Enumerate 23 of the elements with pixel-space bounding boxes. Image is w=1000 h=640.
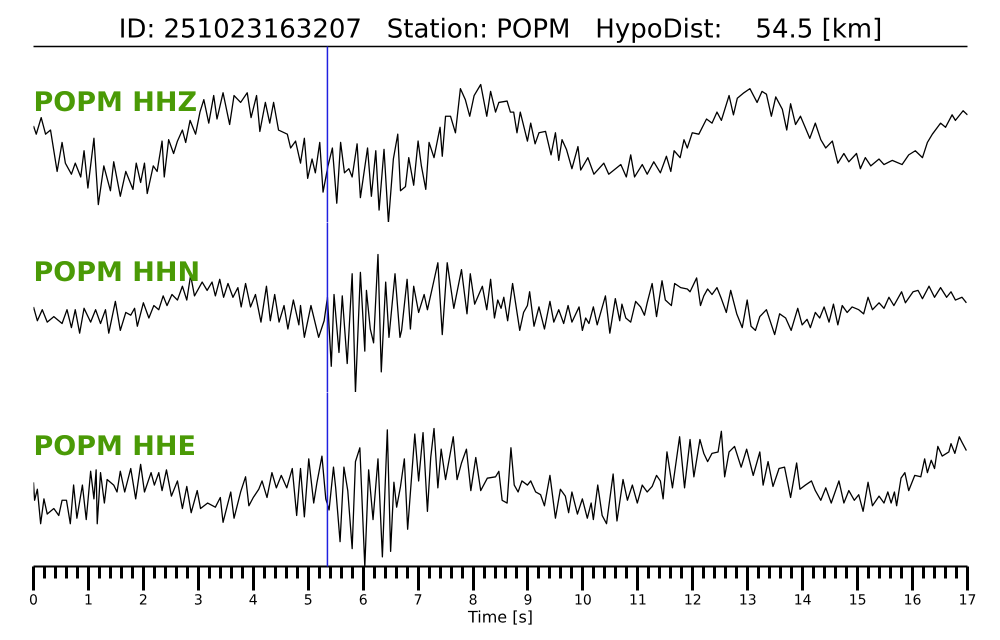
x-tick-label: 7	[414, 592, 423, 608]
series-label: POPM HHE	[34, 430, 196, 462]
x-tick-label: 5	[304, 592, 313, 608]
x-tick-label: 12	[684, 592, 702, 608]
x-tick-label: 0	[29, 592, 38, 608]
x-tick-label: 9	[524, 592, 532, 608]
x-tick-label: 13	[738, 592, 757, 608]
series-label: POPM HHZ	[34, 86, 198, 118]
x-tick-label: 15	[848, 592, 867, 608]
x-tick-label: 16	[904, 592, 922, 608]
x-tick-label: 6	[358, 592, 368, 608]
x-tick-label: 2	[138, 592, 148, 608]
x-tick-label: 17	[958, 592, 976, 608]
x-tick-label: 3	[194, 592, 203, 608]
series-label: POPM HHN	[34, 256, 200, 288]
x-tick-label: 8	[468, 592, 478, 608]
x-tick-label: 10	[574, 592, 592, 608]
x-tick-label: 11	[628, 592, 647, 608]
x-tick-label: 1	[84, 592, 93, 608]
chart-title: ID: 251023163207 Station: POPM HypoDist: 54.5 [km]	[118, 14, 882, 44]
x-axis-title: Time [s]	[466, 608, 534, 626]
x-tick-label: 4	[248, 592, 258, 608]
x-tick-label: 14	[794, 592, 812, 608]
